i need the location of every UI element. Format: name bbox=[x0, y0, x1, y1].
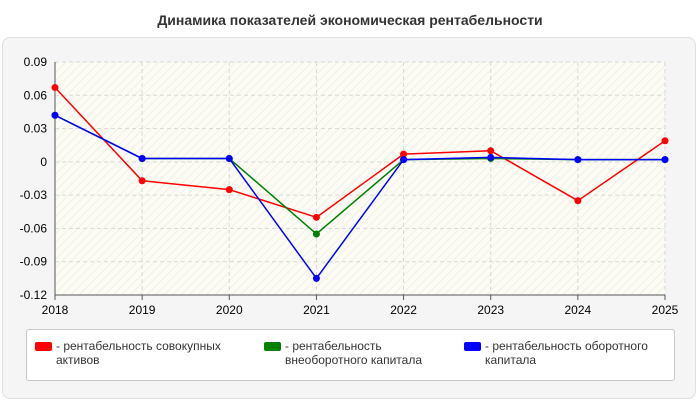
data-point-series-2 bbox=[574, 156, 582, 164]
data-point-series-2 bbox=[138, 155, 146, 163]
legend-swatch-red bbox=[35, 342, 52, 351]
series-line-2 bbox=[54, 114, 665, 280]
y-tick-label: 0 bbox=[40, 155, 47, 169]
y-tick-label: -0.09 bbox=[20, 255, 48, 269]
data-point-series-0 bbox=[312, 213, 320, 221]
data-point-series-0 bbox=[487, 147, 495, 155]
data-point-series-0 bbox=[400, 150, 408, 158]
plot-area-hatch bbox=[55, 62, 665, 295]
data-point-series-0 bbox=[51, 84, 59, 92]
data-point-series-0 bbox=[661, 137, 669, 145]
x-tick-label: 2019 bbox=[129, 303, 156, 317]
data-point-series-2 bbox=[487, 153, 495, 161]
legend-label: - рентабельность оборотного капитала bbox=[485, 339, 648, 367]
y-tick-label: -0.12 bbox=[20, 288, 48, 302]
data-point-series-2 bbox=[51, 111, 59, 119]
x-tick-label: 2023 bbox=[477, 303, 504, 317]
x-tick-label: 2022 bbox=[390, 303, 417, 317]
y-tick-label: 0.09 bbox=[24, 55, 48, 69]
legend-label: - рентабельность совокупных активов bbox=[56, 339, 221, 367]
data-point-series-0 bbox=[574, 197, 582, 205]
data-point-series-0 bbox=[225, 186, 233, 194]
x-tick-label: 2018 bbox=[42, 303, 69, 317]
data-point-series-2 bbox=[661, 156, 669, 164]
series-line-0 bbox=[54, 87, 666, 219]
data-point-series-0 bbox=[138, 177, 146, 185]
data-point-series-1 bbox=[312, 230, 320, 238]
data-point-series-2 bbox=[225, 155, 233, 163]
data-point-series-2 bbox=[312, 274, 320, 282]
x-tick-label: 2024 bbox=[565, 303, 592, 317]
legend-swatch-blue bbox=[464, 342, 481, 351]
y-tick-label: 0.06 bbox=[24, 88, 48, 102]
legend-swatch-green bbox=[264, 342, 281, 351]
y-tick-label: -0.06 bbox=[20, 221, 48, 235]
legend-label: - рентабельность внеоборотного капитала bbox=[285, 339, 422, 367]
y-tick-label: 0.03 bbox=[24, 122, 48, 136]
data-point-series-2 bbox=[400, 156, 408, 164]
series-layer bbox=[51, 84, 669, 282]
legend: - рентабельность совокупных активов - ре… bbox=[26, 329, 675, 381]
x-tick-label: 2020 bbox=[216, 303, 243, 317]
x-tick-label: 2021 bbox=[303, 303, 330, 317]
y-tick-label: -0.03 bbox=[20, 188, 48, 202]
chart-title: Динамика показателей экономическая рента… bbox=[157, 12, 543, 28]
x-tick-label: 2025 bbox=[652, 303, 679, 317]
